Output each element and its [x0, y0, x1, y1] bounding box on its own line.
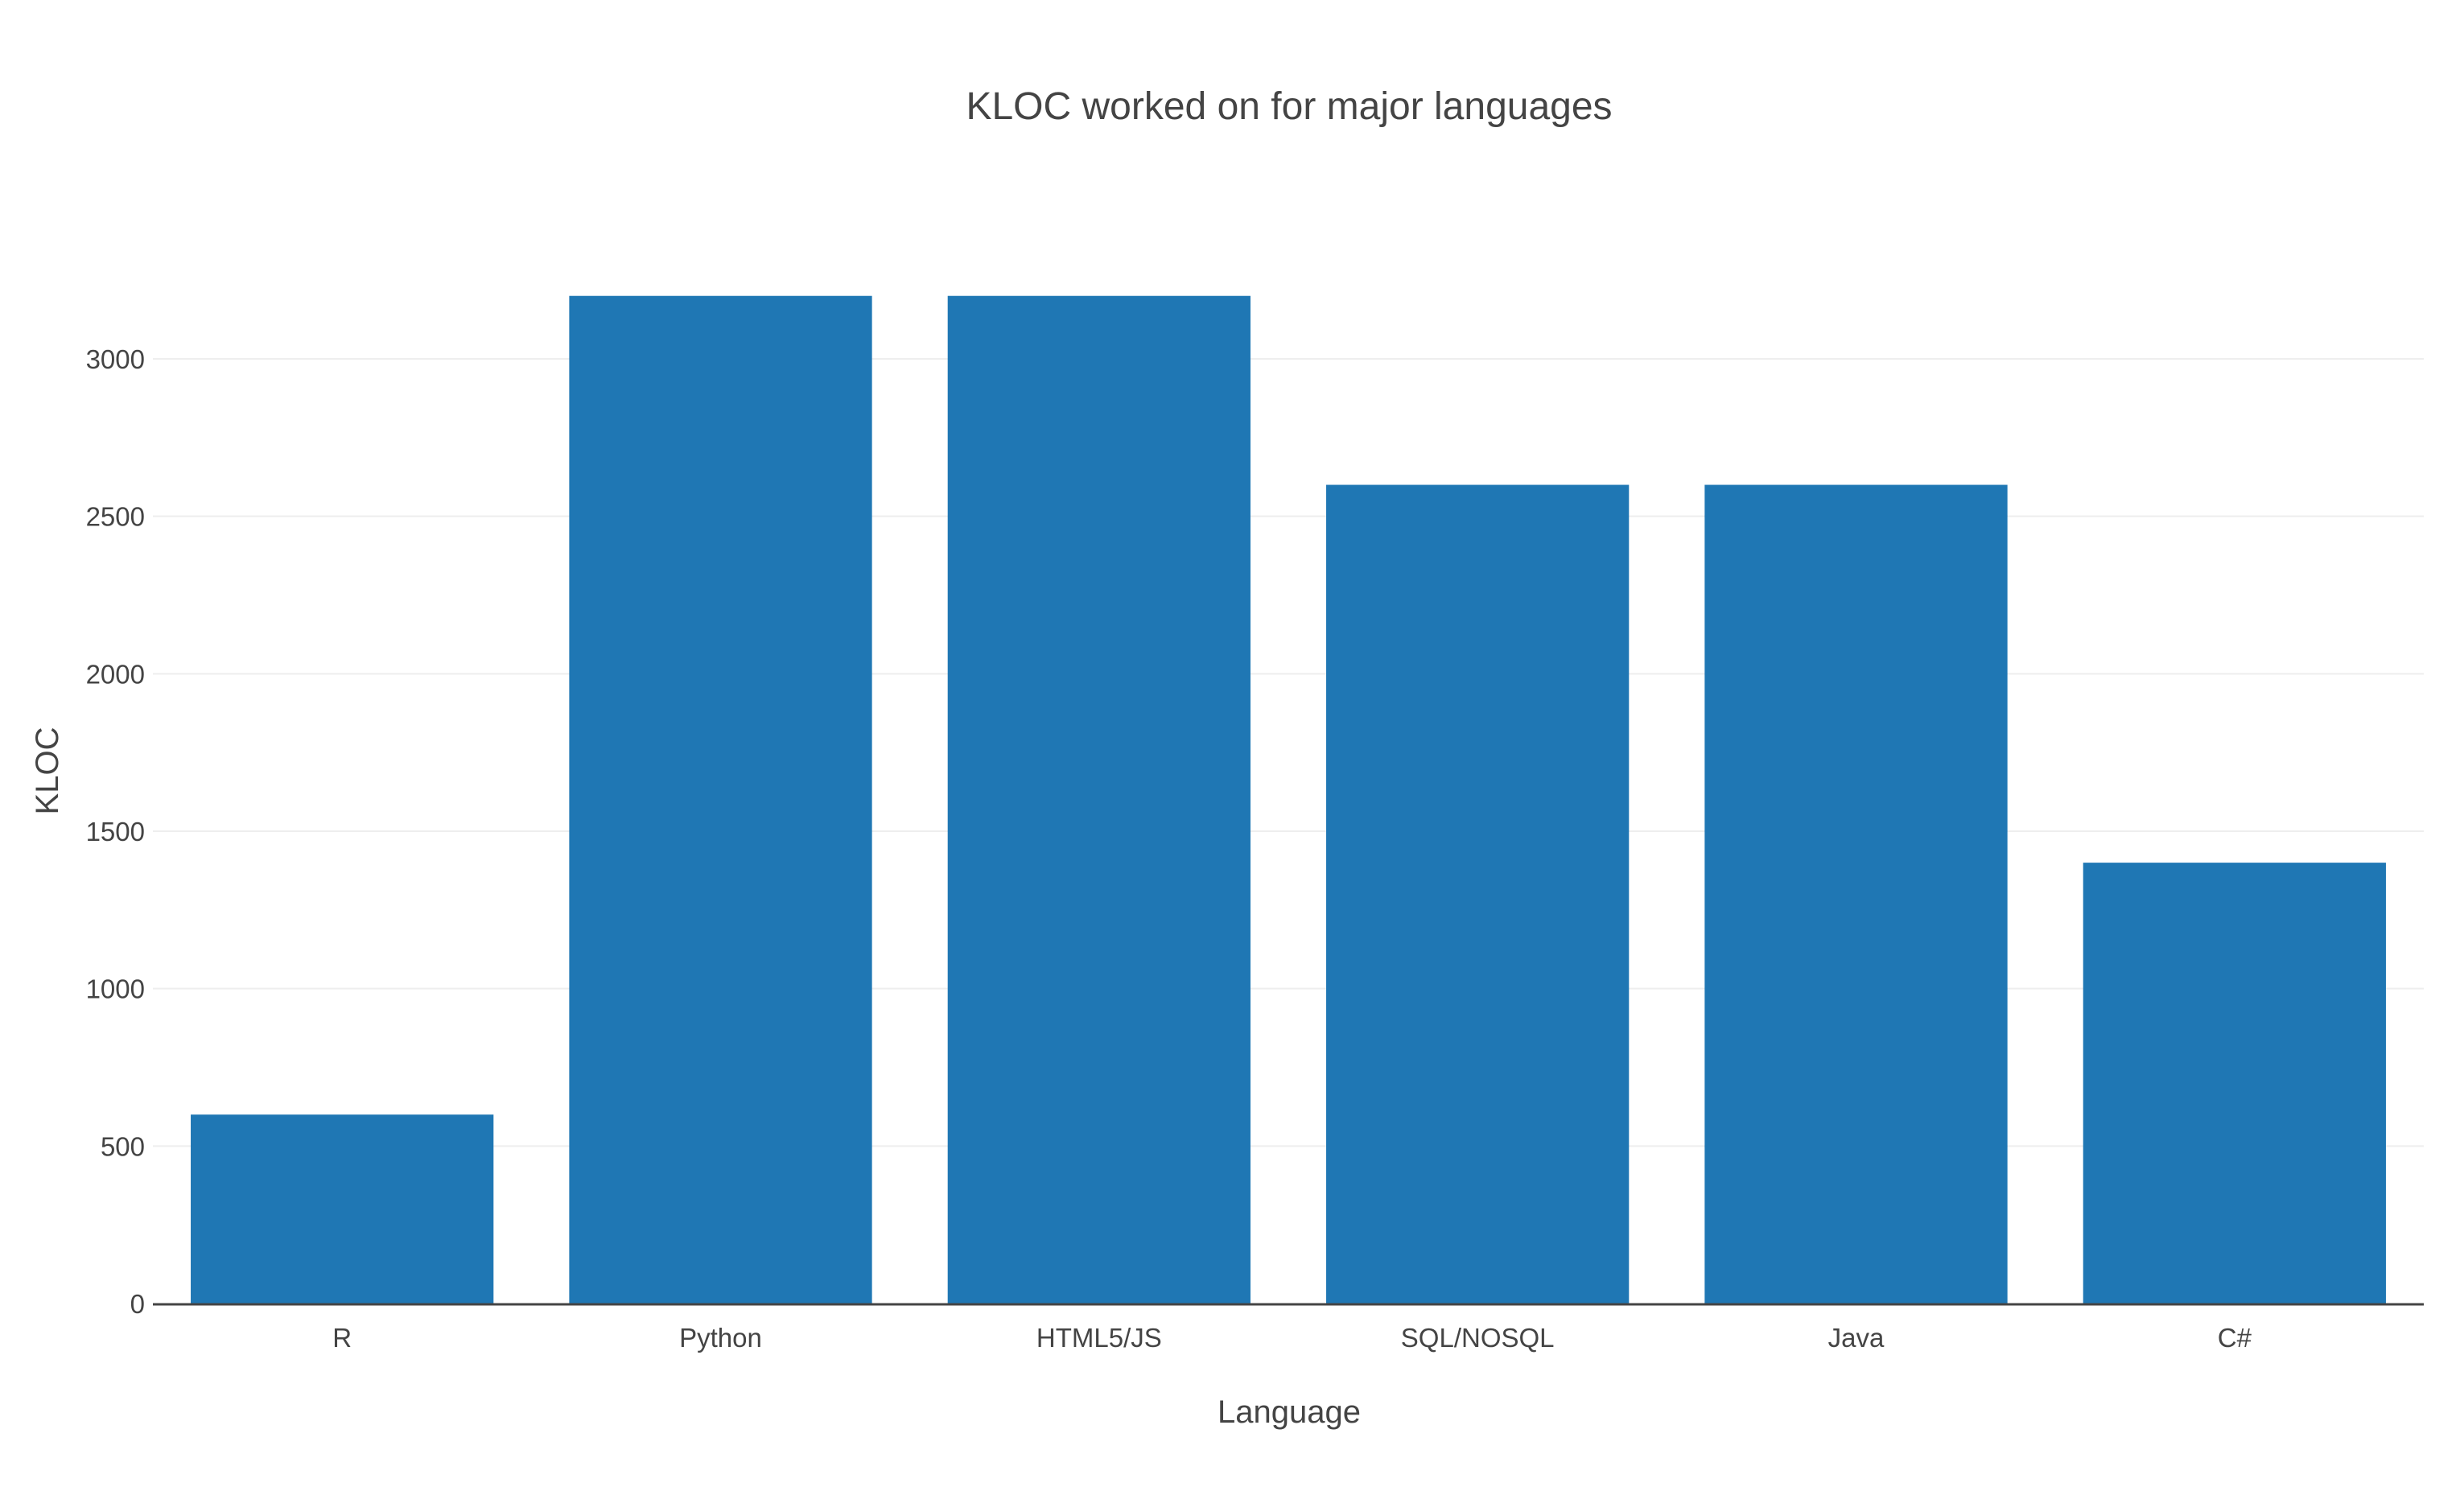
x-tick-label: SQL/NOSQL [1401, 1323, 1555, 1353]
y-axis-title: KLOC [30, 727, 65, 815]
bar-python[interactable] [569, 295, 872, 1304]
x-tick-label: C# [2218, 1323, 2252, 1353]
x-axis-title: Language [1218, 1394, 1361, 1430]
y-tick-label: 1000 [86, 974, 145, 1004]
chart-title: KLOC worked on for major languages [966, 85, 1612, 128]
bar-java[interactable] [1704, 484, 2008, 1304]
y-tick-label: 500 [101, 1131, 145, 1161]
bar-c[interactable] [2083, 863, 2386, 1304]
y-tick-label: 0 [130, 1289, 145, 1319]
gridlines [153, 358, 2424, 1147]
y-tick-label: 2500 [86, 502, 145, 532]
y-tick-label: 1500 [86, 817, 145, 846]
y-tick-label: 3000 [86, 344, 145, 374]
x-axis-ticks: R Python HTML5/JS SQL/NOSQL Java C# [332, 1323, 2252, 1353]
x-tick-label: Python [679, 1323, 762, 1353]
bars [191, 295, 2386, 1304]
bar-r[interactable] [191, 1114, 494, 1304]
x-tick-label: R [332, 1323, 352, 1353]
bar-sql-nosql[interactable] [1326, 484, 1630, 1304]
bar-html5-js[interactable] [947, 295, 1251, 1304]
y-axis-ticks: 0 500 1000 1500 2000 2500 3000 [86, 344, 145, 1319]
x-tick-label: Java [1828, 1323, 1885, 1353]
x-tick-label: HTML5/JS [1036, 1323, 1162, 1353]
y-tick-label: 2000 [86, 659, 145, 689]
